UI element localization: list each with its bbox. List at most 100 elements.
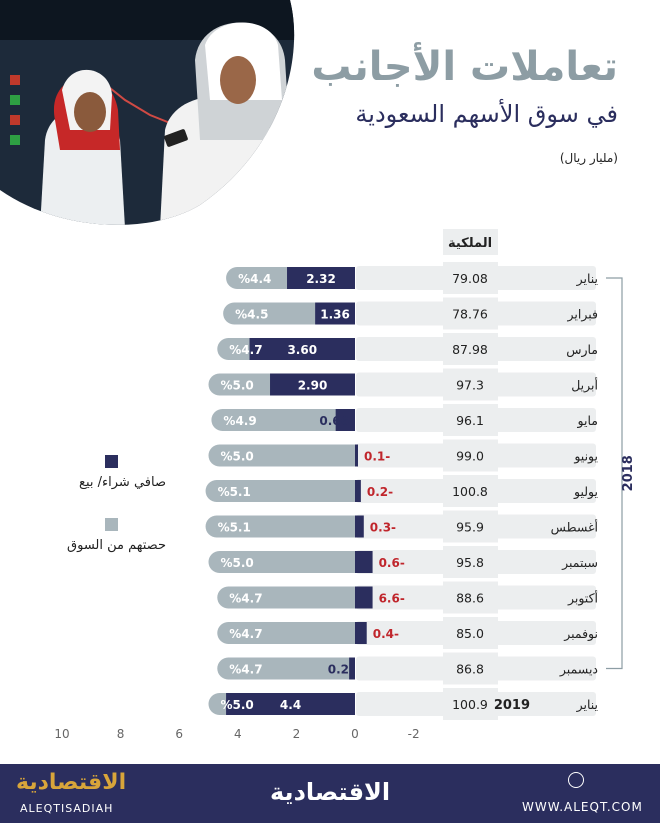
net-bar xyxy=(355,586,373,609)
net-bar xyxy=(355,515,364,538)
legend-net-swatch xyxy=(105,455,118,468)
owned-value: 100.8 xyxy=(452,484,488,499)
year-2019-label: 2019 xyxy=(494,698,530,713)
owned-value: 95.9 xyxy=(456,520,484,535)
share-label: %4.7 xyxy=(229,627,262,641)
net-bar xyxy=(249,338,355,360)
net-bar xyxy=(355,551,373,573)
net-label: 4.4 xyxy=(280,698,301,712)
net-label: 0.2- xyxy=(367,485,393,499)
share-bar xyxy=(208,444,355,467)
month-label: سبتمبر xyxy=(561,555,598,571)
net-label: 6.6- xyxy=(379,592,405,606)
net-label: 0.2 xyxy=(328,663,349,677)
share-bar xyxy=(211,409,355,431)
share-bar xyxy=(205,515,355,538)
share-bar-end xyxy=(335,480,355,502)
x-tick-label: 0 xyxy=(351,727,359,741)
month-label: يونيو xyxy=(573,449,598,465)
share-label: %4.5 xyxy=(235,308,268,322)
owned-cell-bg xyxy=(443,652,498,685)
net-bar xyxy=(349,657,355,680)
owned-value: 88.6 xyxy=(456,591,484,606)
net-bar xyxy=(355,444,358,467)
share-bar xyxy=(217,657,355,680)
owned-value: 79.08 xyxy=(452,271,488,286)
legend-share-swatch xyxy=(105,518,118,531)
owned-value: 96.1 xyxy=(456,413,484,428)
owned-value: 97.3 xyxy=(456,378,484,393)
globe-icon xyxy=(568,772,584,788)
owned-value: 78.76 xyxy=(452,307,488,322)
share-label: %5.0 xyxy=(221,450,254,464)
share-bar-end xyxy=(335,515,355,538)
owned-header: الملكية xyxy=(448,236,492,251)
net-bar xyxy=(315,302,355,325)
owned-cell-bg xyxy=(443,546,498,578)
owned-value: 85.0 xyxy=(456,626,484,641)
footer: الاقتصادية ALEQTISADIAH الاقتصادية WWW.A… xyxy=(0,764,660,823)
month-label: يناير xyxy=(576,697,599,713)
owned-value: 86.8 xyxy=(456,662,484,677)
month-label: فبراير xyxy=(567,307,599,323)
footer-logo-ar: الاقتصادية xyxy=(16,770,127,795)
share-label: %5.0 xyxy=(221,556,254,570)
month-label: مارس xyxy=(566,342,598,358)
x-tick-label: 2 xyxy=(293,727,301,741)
share-label: %5.0 xyxy=(221,379,254,393)
month-label: أكتوبر xyxy=(567,590,598,607)
net-bar xyxy=(226,693,355,715)
legend-net-label: صافي شراء/ بيع xyxy=(79,475,166,490)
owned-cell-bg xyxy=(443,439,498,472)
owned-cell-bg xyxy=(443,262,498,294)
owned-cell-bg xyxy=(443,368,498,401)
owned-cell-bg xyxy=(443,617,498,649)
month-label: ديسمبر xyxy=(559,662,598,678)
net-label: 2.90 xyxy=(298,379,328,393)
footer-logo-en: ALEQTISADIAH xyxy=(20,802,114,815)
share-bar xyxy=(217,622,355,644)
owned-cell-bg xyxy=(443,297,498,330)
net-bar xyxy=(335,409,355,431)
x-tick-label: 6 xyxy=(175,727,183,741)
owned-cell-bg xyxy=(443,688,498,720)
share-bar xyxy=(217,586,355,609)
owned-value: 99.0 xyxy=(456,449,484,464)
month-label: مايو xyxy=(577,413,598,429)
owned-cell-bg xyxy=(443,404,498,436)
month-label: نوفمبر xyxy=(563,626,598,642)
owned-value: 100.9 xyxy=(452,697,488,712)
month-label: يناير xyxy=(576,271,599,287)
month-label: أبريل xyxy=(571,377,598,394)
share-bar-end xyxy=(335,586,355,609)
share-label: %5.1 xyxy=(218,521,251,535)
net-label: 3.60 xyxy=(287,343,317,357)
footer-center-logo: الاقتصادية xyxy=(270,778,391,806)
owned-cell-bg xyxy=(443,510,498,543)
x-tick-label: 8 xyxy=(117,727,125,741)
page-title: تعاملات الأجانب xyxy=(311,44,618,90)
net-bar xyxy=(287,267,355,289)
owned-value: 95.8 xyxy=(456,555,484,570)
legend-share-label: حصتهم من السوق xyxy=(67,538,166,553)
net-label: 0.4- xyxy=(373,627,399,641)
owned-cell-bg xyxy=(443,581,498,614)
month-label: يوليو xyxy=(573,484,598,500)
net-label: 1.36 xyxy=(320,308,350,322)
share-label: %4.4 xyxy=(238,272,271,286)
header-photo xyxy=(0,0,300,228)
x-tick-label: -2 xyxy=(408,727,420,741)
x-tick-label: 10 xyxy=(54,727,69,741)
share-bar-end xyxy=(335,551,355,573)
net-bar xyxy=(355,622,367,644)
share-bar-end xyxy=(335,444,355,467)
owned-cell-bg xyxy=(443,333,498,365)
page-subtitle: في سوق الأسهم السعودية xyxy=(355,100,618,128)
share-label: %4.7 xyxy=(229,663,262,677)
year-bracket xyxy=(606,277,623,670)
net-label: 0.66 xyxy=(319,414,349,428)
share-bar xyxy=(208,551,355,573)
unit-label: (مليار ريال) xyxy=(559,151,618,165)
net-bar xyxy=(355,480,361,502)
x-tick-label: 4 xyxy=(234,727,242,741)
